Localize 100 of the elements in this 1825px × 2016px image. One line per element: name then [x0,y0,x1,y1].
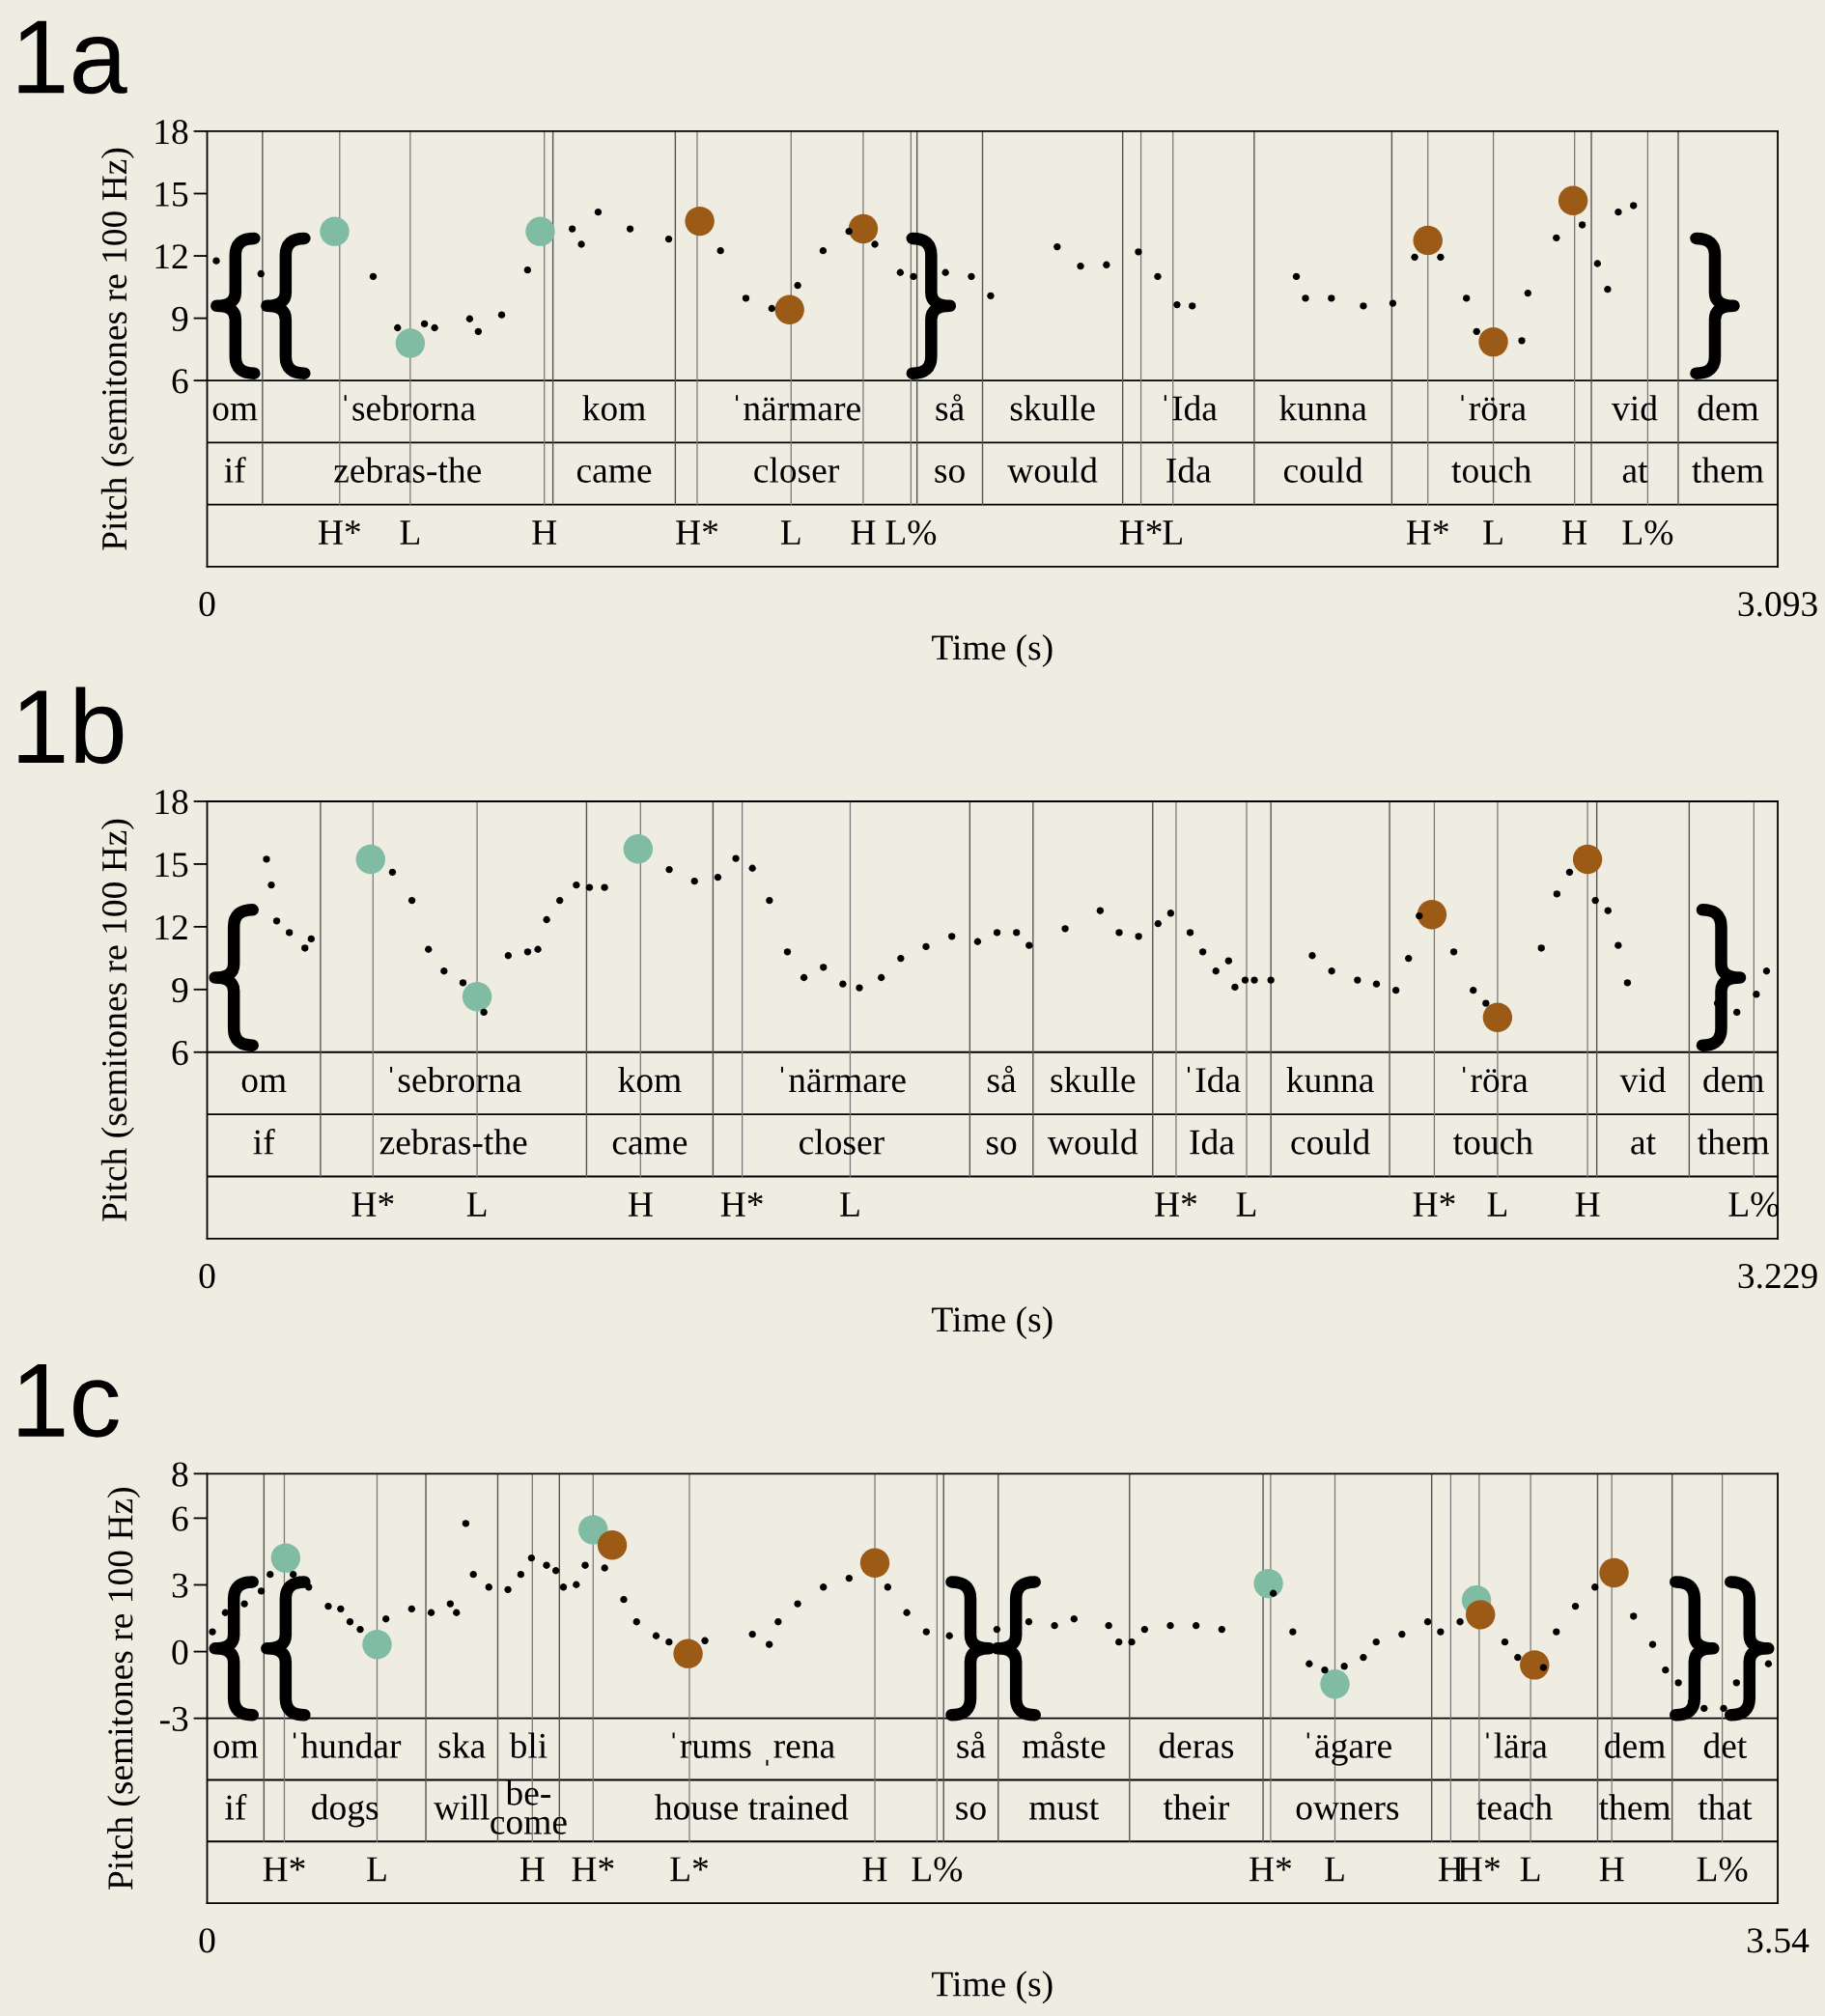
ref-line-label: L [1487,1192,1507,1217]
ref-line-label: H [1575,1192,1600,1217]
annotation: kom [582,395,646,421]
annotation: ˈnärmare [780,1066,906,1093]
annotation: vid [1612,395,1658,421]
annotation: that [1698,1794,1753,1820]
ref-line-label: L [1483,520,1502,545]
ref-line-label: L [840,1192,859,1217]
ref-line-label: H [532,520,557,545]
y-tick-label: 18 [155,790,188,815]
chart-title: 1a [18,20,127,95]
point [859,1548,890,1578]
ref-line-label: H* [318,520,360,545]
ref-line-label: H* [1249,1857,1291,1882]
ref-line-label: H [851,520,876,545]
point [270,1543,301,1573]
annotation: så [988,1065,1017,1093]
point [1173,300,1181,309]
annotation: dogs [312,1794,379,1828]
annotation: dem [1605,1732,1666,1758]
annotation: skulle [1051,1066,1136,1093]
chart-title: 1c [18,1364,119,1438]
point [1463,294,1471,302]
annotation: teach [1476,1794,1553,1820]
point [1553,234,1560,241]
annotation: them [1598,1794,1671,1820]
point [497,311,506,319]
point [431,323,438,332]
point [968,272,975,281]
annotation: ˈlära [1486,1732,1548,1758]
point [568,225,576,233]
annotation: at [1622,462,1648,483]
point [1599,1557,1629,1588]
ref-line-label: L [1236,1192,1256,1217]
point [1154,272,1162,281]
y-axis-title: Pitch (semitones re 100 Hz) [100,148,134,550]
point [896,268,905,276]
ref-line-label: H* [351,1192,394,1217]
point [742,294,750,302]
annotation: måste [1022,1731,1106,1758]
point [1189,302,1196,310]
annotation: vid [1619,1066,1667,1093]
point [462,981,492,1012]
annotation: så [936,394,965,421]
annotation: ˈröra [1461,395,1527,421]
point [794,281,801,290]
ref-line-label: H* [1406,520,1448,545]
point [1253,1568,1283,1599]
point [1417,900,1447,930]
annotation: closer [754,457,839,483]
point [1437,253,1445,261]
ref-line-label: L [1520,1857,1540,1882]
annotation: ˈIda [1188,1066,1241,1093]
y-tick-label: 6 [172,1040,188,1066]
annotation: kunna [1286,1066,1374,1093]
point [848,213,879,244]
point [673,1638,703,1668]
point [1053,242,1061,251]
annotation: them [1698,1129,1770,1155]
annotation: owners [1296,1802,1399,1820]
annotation: skulle [1010,395,1095,421]
annotation: ˈröra [1463,1066,1529,1093]
point [768,304,775,313]
y-tick-label: 3 [172,1573,188,1598]
point [420,320,429,328]
point [525,216,555,246]
point [626,225,634,233]
annotation: Ida [1166,457,1212,483]
ref-line-label: H [1599,1857,1624,1882]
point [394,323,402,332]
ref-line-label: L [400,520,420,545]
annotation: their [1163,1794,1229,1820]
ref-line-label: H* [676,520,718,545]
y-tick-label: -3 [159,1706,188,1732]
ref-line-label: L [780,520,800,545]
y-axis-title: Pitch (semitones re 100 Hz) [100,819,134,1221]
x-axis-title: Time (s) [932,1305,1053,1339]
annotation: ˈägare [1306,1732,1391,1766]
annotation: came [612,1136,688,1155]
point [1578,221,1586,229]
point [910,272,917,281]
annotation: ska [438,1732,486,1758]
annotation: came [576,464,652,483]
point [845,227,853,236]
point [1135,248,1142,256]
annotation: so [935,464,965,483]
annotation: would [1007,457,1098,483]
annotation: could [1291,1129,1370,1155]
annotation: touch [1453,1129,1533,1155]
y-axis-title: Pitch (semitones re 100 Hz) [107,1488,141,1890]
point [465,315,474,322]
point [1558,185,1588,216]
ref-line-label: L [466,1192,487,1217]
x-axis-title: Time (s) [932,1971,1053,2004]
point [1518,337,1526,345]
point [1482,1002,1513,1033]
ref-line-label: H [519,1857,545,1882]
annotation: will [434,1794,490,1820]
annotation: kom [618,1066,682,1093]
annotation: ˈrums ˌrena [672,1732,835,1766]
